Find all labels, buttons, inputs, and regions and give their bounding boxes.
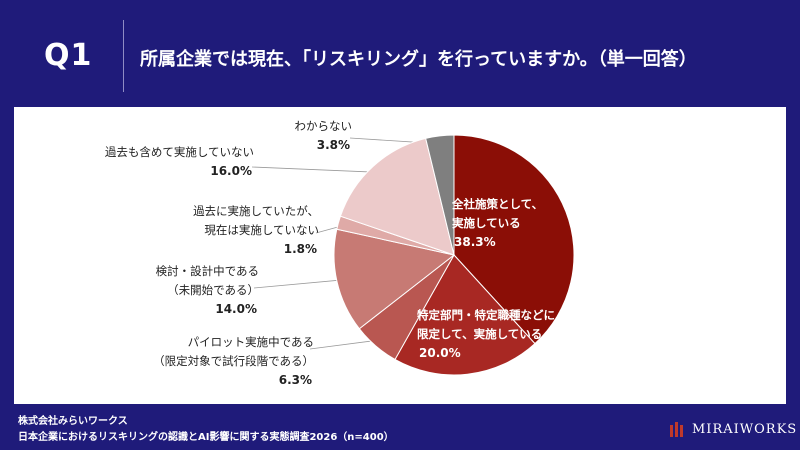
slice-label: わからない — [295, 119, 353, 133]
slice-label: （未開始である） — [167, 283, 259, 297]
slice-value-label: 16.0% — [210, 164, 252, 178]
slice-label: 現在は実施していない — [204, 223, 319, 237]
leader-line — [253, 279, 345, 289]
slice-value-label: 3.8% — [317, 138, 350, 152]
header-divider — [123, 20, 124, 92]
logo-text: MIRAIWORKS — [692, 421, 798, 437]
slice-label: 過去に実施していたが、 — [193, 204, 319, 218]
slice-value-label: 6.3% — [279, 373, 312, 387]
pie-slice — [394, 254, 536, 376]
pie-slice — [453, 134, 575, 345]
slice-label: 過去も含めて実施していない — [105, 145, 254, 159]
question-title: 所属企業では現在、「リスキリング」を行っていますか。（単一回答） — [140, 49, 697, 70]
miraiworks-logo-icon — [670, 422, 683, 437]
slice-label: 検討・設計中である — [156, 264, 259, 278]
leader-line — [251, 166, 379, 173]
pie-chart: 全社施策として、実施している 38.3% 特定部門・特定職種などに限定して、実施して… — [105, 119, 575, 387]
slice-label: （限定対象で試行段階である） — [153, 354, 314, 368]
question-number: Q1 — [44, 38, 93, 73]
slice-label: 限定して、実施している — [417, 327, 542, 341]
slice-label: パイロット実施中である — [188, 335, 314, 349]
company-logo: MIRAIWORKS — [668, 419, 797, 439]
slice-value-label: 20.0% — [419, 346, 461, 360]
pie-slice — [425, 134, 455, 256]
slice-value-label: 38.3% — [454, 235, 496, 249]
pie-slice — [333, 228, 456, 330]
slice-label: 実施している — [452, 216, 521, 230]
chart-panel: 全社施策として、 実施している 38.3% 特定部門・特定職種などに 限定して、実施して… — [14, 107, 786, 404]
slice-label: 全社施策として、 — [451, 197, 543, 211]
slice-label: 特定部門・特定職種などに — [417, 308, 555, 322]
header: Q1 所属企業では現在、「リスキリング」を行っていますか。（単一回答） — [0, 0, 800, 110]
leader-line — [309, 339, 381, 350]
slice-value-label: 14.0% — [215, 302, 257, 316]
footer-company: 株式会社みらいワークス — [18, 416, 128, 427]
footer-survey: 日本企業におけるリスキリングの認識とAI影響に関する実態調査2026（n=400… — [18, 432, 394, 443]
pie-slice — [339, 137, 455, 256]
slice-value-label: 1.8% — [284, 242, 317, 256]
